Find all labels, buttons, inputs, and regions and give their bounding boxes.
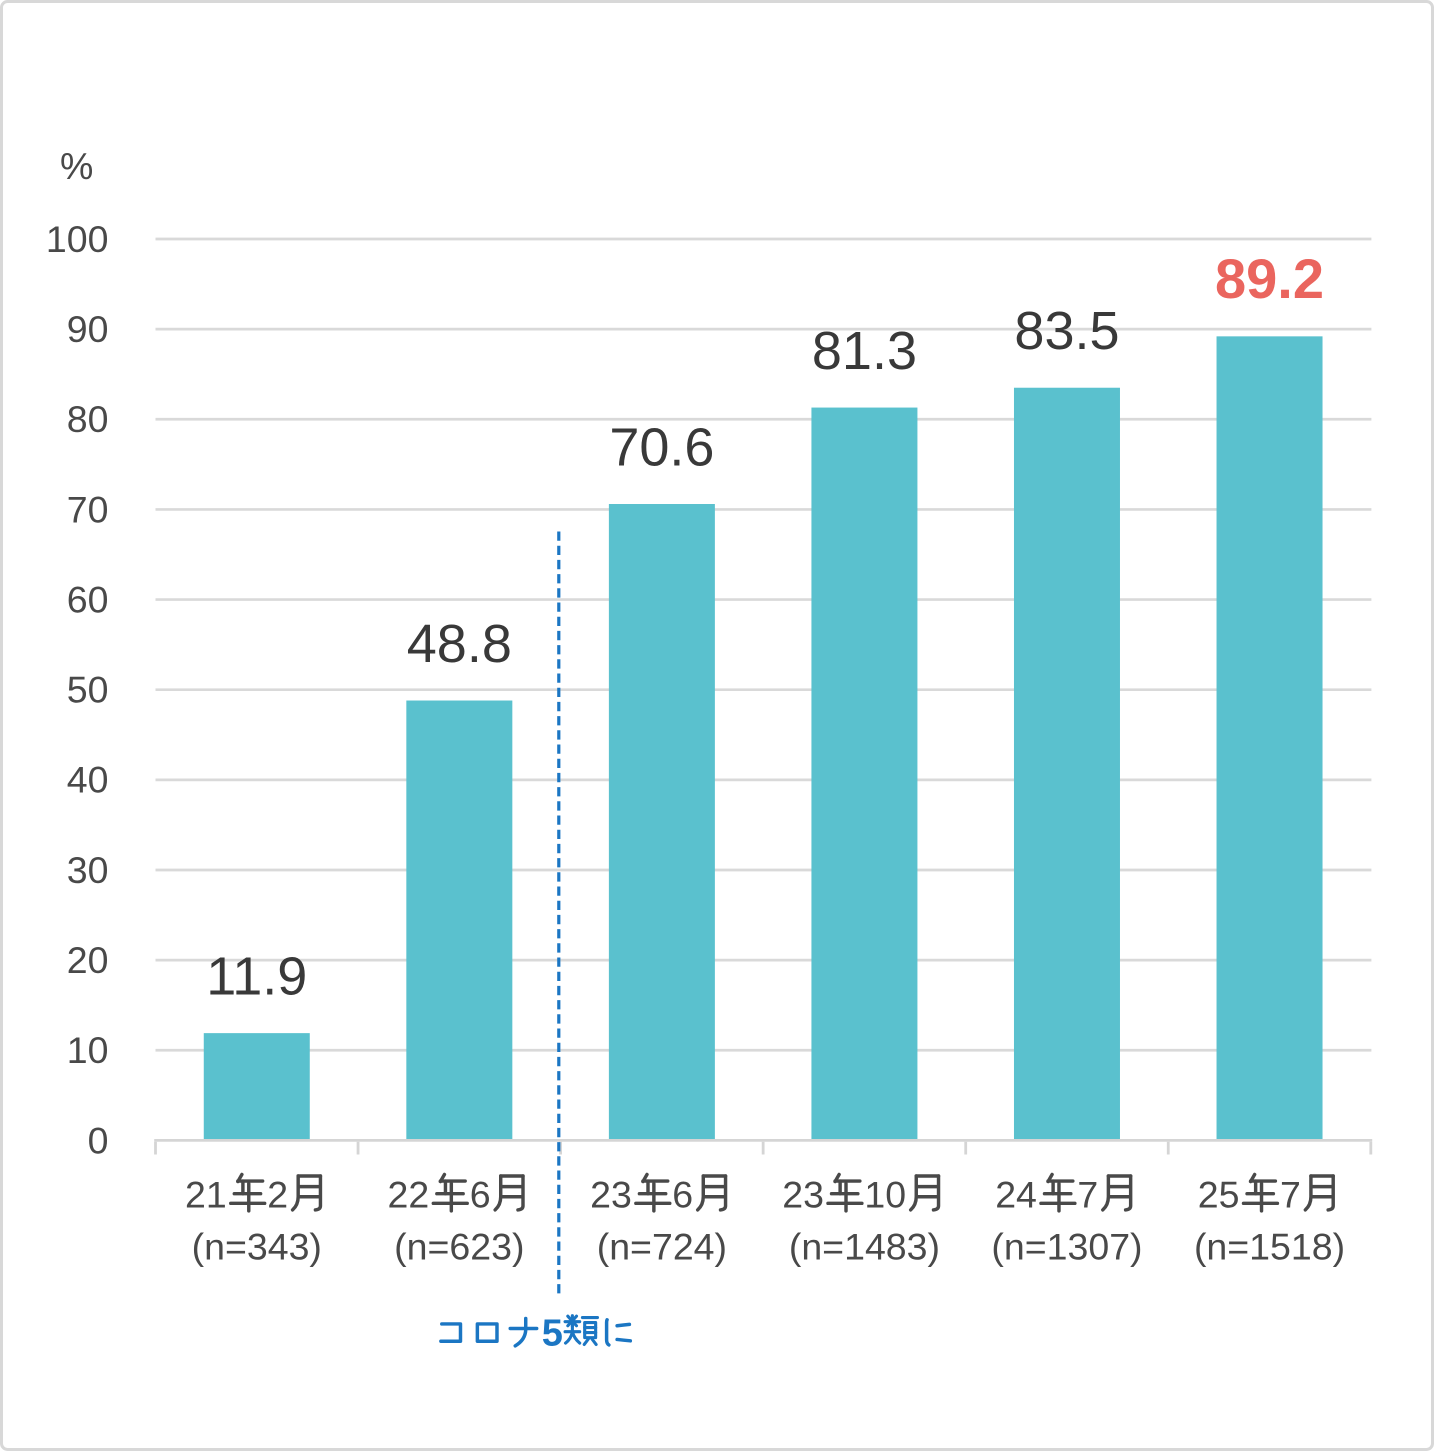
svg-text:70: 70 [67, 488, 109, 530]
svg-text:(n=343): (n=343) [192, 1226, 322, 1268]
svg-text:23: 23 [782, 1174, 824, 1216]
svg-text:70.6: 70.6 [609, 418, 714, 478]
svg-text:89.2: 89.2 [1215, 247, 1324, 310]
svg-text:(n=1307): (n=1307) [991, 1226, 1142, 1268]
svg-text:(n=724): (n=724) [597, 1226, 727, 1268]
svg-text:100: 100 [46, 218, 109, 260]
svg-text:2: 2 [267, 1174, 288, 1216]
svg-text:20: 20 [67, 939, 109, 981]
svg-text:7: 7 [1280, 1174, 1301, 1216]
svg-text:(n=1483): (n=1483) [789, 1226, 940, 1268]
svg-text:0: 0 [88, 1119, 109, 1161]
svg-text:5: 5 [542, 1313, 563, 1355]
svg-text:50: 50 [67, 669, 109, 711]
svg-text:6: 6 [470, 1174, 491, 1216]
svg-text:21: 21 [185, 1174, 227, 1216]
svg-text:11.9: 11.9 [206, 947, 307, 1007]
svg-text:6: 6 [672, 1174, 693, 1216]
svg-text:83.5: 83.5 [1014, 301, 1119, 361]
svg-text:48.8: 48.8 [407, 614, 512, 674]
svg-text:80: 80 [67, 398, 109, 440]
svg-text:22: 22 [388, 1174, 430, 1216]
svg-text:(n=1518): (n=1518) [1194, 1226, 1345, 1268]
svg-text:24: 24 [995, 1174, 1037, 1216]
svg-text:90: 90 [67, 308, 109, 350]
svg-text:23: 23 [590, 1174, 632, 1216]
svg-text:10: 10 [864, 1174, 906, 1216]
svg-text:25: 25 [1198, 1174, 1240, 1216]
svg-text:%: % [60, 145, 93, 187]
svg-text:40: 40 [67, 759, 109, 801]
svg-text:81.3: 81.3 [812, 321, 917, 381]
svg-text:(n=623): (n=623) [394, 1226, 524, 1268]
svg-text:10: 10 [67, 1029, 109, 1071]
svg-text:7: 7 [1077, 1174, 1098, 1216]
svg-text:30: 30 [67, 849, 109, 891]
svg-text:60: 60 [67, 578, 109, 620]
